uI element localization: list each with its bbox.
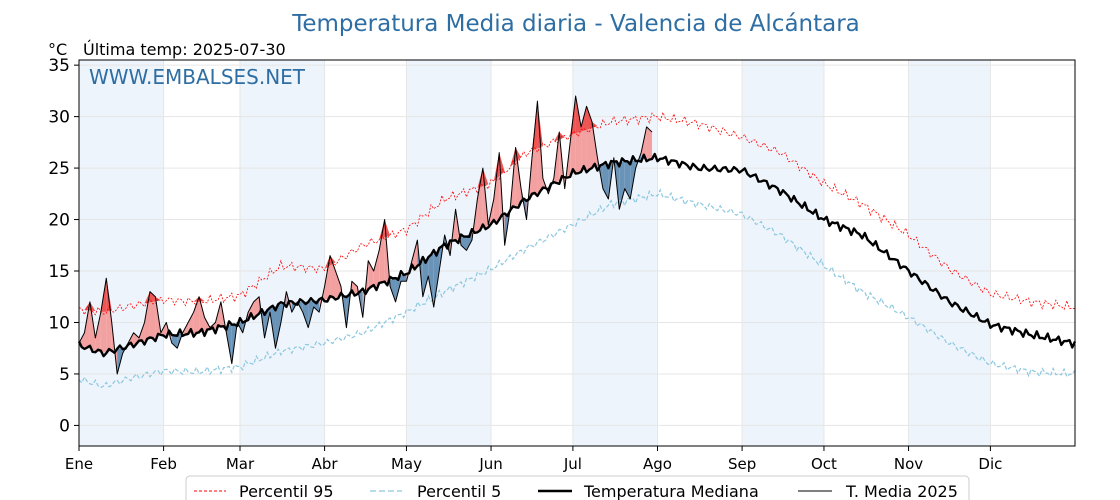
y-tick-label-5: 5 <box>59 365 70 385</box>
fill-above-median <box>373 250 380 287</box>
month-shading <box>79 60 991 446</box>
legend-label-current: T. Media 2025 <box>845 482 958 500</box>
fill-below-median <box>619 161 625 210</box>
last-temp-label: Última temp: 2025-07-30 <box>83 40 286 59</box>
series-line-p95 <box>78 111 1076 316</box>
fill-above-median <box>253 296 260 317</box>
fill-above-median <box>149 291 156 340</box>
y-axis-unit: °C <box>48 40 67 59</box>
fill-above-p95 <box>586 106 593 130</box>
x-tick-label-Jul: Jul <box>563 455 582 473</box>
fill-above-p95 <box>559 132 565 140</box>
month-shade-Sep <box>742 60 824 446</box>
series-line-median <box>77 152 1077 358</box>
y-tick-label-30: 30 <box>48 108 70 128</box>
fill-below-median <box>624 160 631 199</box>
fill-above-median <box>330 255 336 299</box>
watermark: WWW.EMBALSES.NET <box>89 65 306 89</box>
x-tick-label-Abr: Abr <box>312 455 339 473</box>
y-tick-label-15: 15 <box>48 262 70 282</box>
fill-above-median <box>646 126 653 159</box>
x-tick-label-Oct: Oct <box>811 455 837 473</box>
fill-below-median <box>422 257 429 297</box>
x-tick-label-Feb: Feb <box>150 455 177 473</box>
fill-above-median <box>368 260 374 290</box>
series-line-current <box>78 95 653 375</box>
fill-above-p95 <box>149 291 156 303</box>
fill-above-p95 <box>537 101 543 149</box>
fill-above-median <box>335 271 341 298</box>
x-tick-label-May: May <box>391 455 422 473</box>
fill-below-median <box>461 235 467 251</box>
fill-above-p95 <box>592 121 598 128</box>
legend-label-p95: Percentil 95 <box>239 482 334 500</box>
fill-below-median <box>390 277 396 302</box>
x-tick-label-Jun: Jun <box>478 455 502 473</box>
x-tick-label-Ene: Ene <box>65 455 93 473</box>
fill-below-median <box>275 303 281 349</box>
y-tick-label-10: 10 <box>48 313 70 333</box>
fill-above-p95 <box>553 132 560 142</box>
fill-above-median <box>515 147 522 207</box>
x-axis: Ene Feb Mar Abr May Jun Jul Ago Sep Oct Nov Dic <box>65 446 1002 473</box>
x-tick-label-Ago: Ago <box>643 455 672 473</box>
plot-frame <box>78 59 1076 447</box>
y-tick-label-20: 20 <box>48 211 70 231</box>
fill-below-median <box>302 301 309 328</box>
fill-below-median <box>602 163 609 199</box>
legend-label-p5: Percentil 5 <box>417 482 501 500</box>
x-tick-label-Nov: Nov <box>894 455 923 473</box>
fill-below-median <box>433 249 440 308</box>
x-tick-label-Sep: Sep <box>728 455 756 473</box>
fill-above-median <box>188 312 194 334</box>
y-tick-label-25: 25 <box>48 159 70 179</box>
legend: Percentil 95 Percentil 5 Temperatura Med… <box>185 475 970 500</box>
chart-title: Temperatura Media diaria - Valencia de A… <box>291 11 860 37</box>
fill-above-median <box>199 296 205 333</box>
series-lines <box>77 95 1077 389</box>
y-tick-label-0: 0 <box>59 416 70 436</box>
fill-above-median <box>84 301 90 349</box>
month-shade-May <box>406 60 492 446</box>
fill-below-median <box>428 253 434 308</box>
month-shade-Ene <box>79 60 164 446</box>
fill-below-median <box>171 334 178 349</box>
fill-above-median <box>95 312 101 353</box>
month-shade-Mar <box>239 60 325 446</box>
x-tick-label-Dic: Dic <box>978 455 1002 473</box>
month-shade-Nov <box>908 60 991 446</box>
x-tick-label-Mar: Mar <box>226 455 255 473</box>
legend-label-median: Temperatura Mediana <box>583 482 759 500</box>
y-axis: 0 5 10 15 20 25 30 35 <box>48 56 79 436</box>
fill-above-median <box>144 291 150 341</box>
fill-above-p95 <box>493 152 500 182</box>
fill-above-median <box>193 296 200 334</box>
fill-above-median <box>411 240 418 270</box>
y-tick-label-35: 35 <box>48 56 70 76</box>
legend-box <box>185 475 970 500</box>
